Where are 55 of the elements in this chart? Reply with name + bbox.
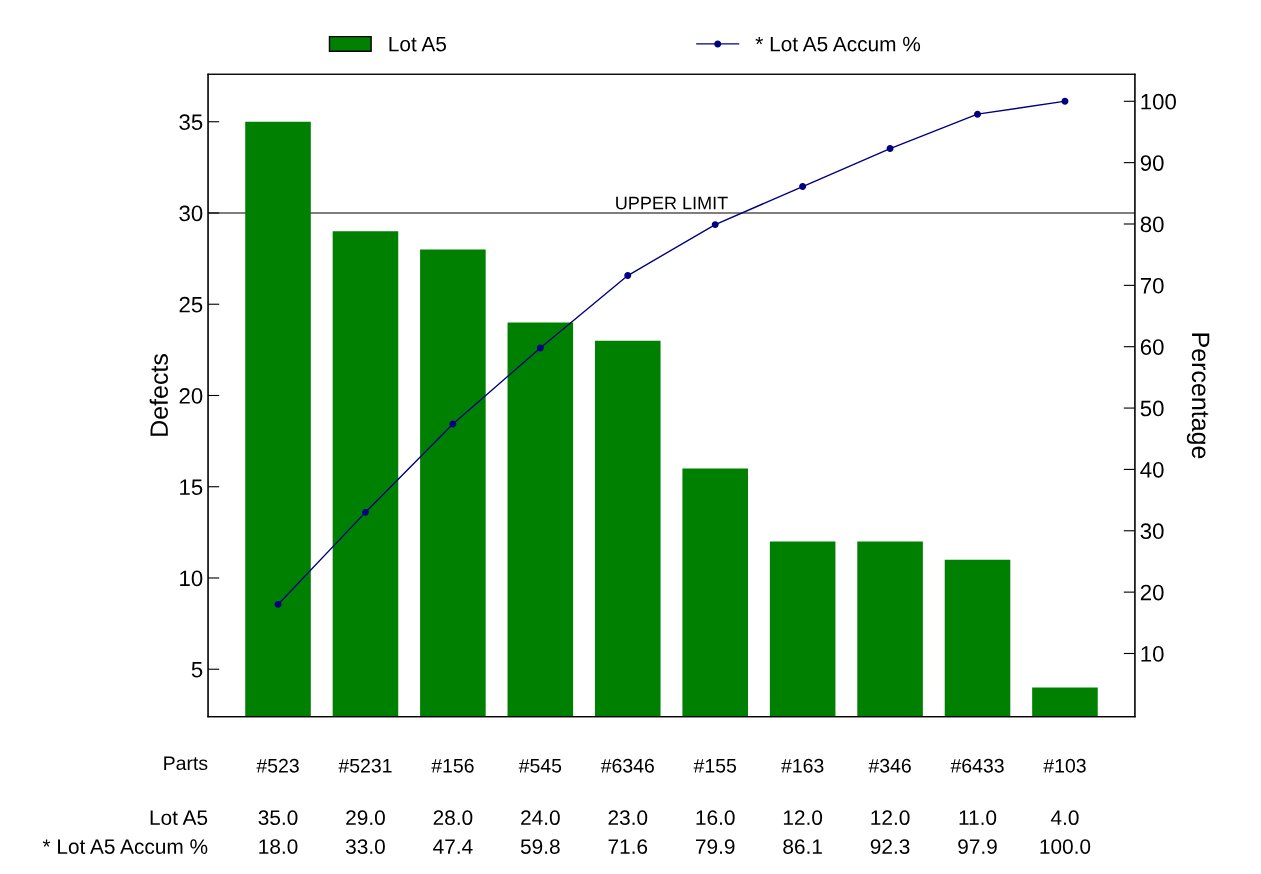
x-tick-label: #103 <box>1043 758 1086 773</box>
y2-tick-label: 100 <box>1141 93 1176 110</box>
data-label: 59.8 <box>520 839 560 854</box>
x-tick-label: #163 <box>781 758 824 773</box>
y2-tick-label: 60 <box>1140 339 1164 355</box>
data-label: 4.0 <box>1050 810 1079 826</box>
data-label: 92.3 <box>870 839 910 854</box>
y2-tick-label: 20 <box>1140 584 1164 601</box>
y-tick-label: 15 <box>180 479 203 495</box>
data-label: 16.0 <box>696 810 735 826</box>
data-label: 97.9 <box>958 839 997 854</box>
x-tick-label: #6346 <box>600 758 654 773</box>
y2-tick-label: 30 <box>1140 523 1164 540</box>
x-axis-title: Parts <box>164 756 208 771</box>
y-tick-label: 10 <box>180 570 203 587</box>
data-label: 35.0 <box>258 810 298 826</box>
data-label: 12.0 <box>783 810 823 826</box>
data-label: 18.0 <box>259 839 298 854</box>
text: Lot A5 <box>150 810 208 826</box>
y2-tick-label: 90 <box>1140 155 1164 171</box>
x-tick-label: #523 <box>256 758 299 773</box>
text: * Lot A5 Accum % <box>42 839 208 854</box>
legend-label: * Lot A5 Accum % <box>755 36 921 52</box>
x-tick-label: #346 <box>868 758 911 773</box>
data-label: 12.0 <box>871 810 910 826</box>
y2-axis-title: Percentage <box>1186 333 1210 459</box>
y-tick-label: 30 <box>179 205 203 222</box>
data-label: 79.9 <box>696 839 735 854</box>
data-label: 11.0 <box>959 810 997 826</box>
data-label: 24.0 <box>521 810 560 826</box>
x-tick-label: #545 <box>518 759 562 773</box>
data-label: 23.0 <box>608 810 648 826</box>
x-tick-label: #6433 <box>950 758 1004 773</box>
y2-tick-label: 50 <box>1140 400 1164 417</box>
y2-tick-label: 40 <box>1140 461 1164 478</box>
y2-tick-label: 10 <box>1141 646 1164 662</box>
x-tick-label: #156 <box>431 758 474 773</box>
data-label: 33.0 <box>345 839 385 854</box>
x-tick-label: #5231 <box>338 758 392 773</box>
y-tick-label: 5 <box>191 661 203 678</box>
y-axis-title: Defects <box>149 354 168 436</box>
data-label: 28.0 <box>433 810 473 826</box>
ref-line-label: UPPER LIMIT <box>616 196 728 210</box>
y-tick-label: 20 <box>179 388 203 404</box>
data-label: 29.0 <box>346 810 385 826</box>
data-label: 47.4 <box>433 839 473 854</box>
data-label: 71.6 <box>608 839 648 854</box>
y2-tick-label: 70 <box>1140 277 1164 294</box>
y-tick-label: 25 <box>179 296 203 313</box>
legend-label: Lot A5 <box>389 36 447 52</box>
y2-tick-label: 80 <box>1140 216 1164 233</box>
data-label: 100.0 <box>1040 839 1091 854</box>
data-label: 86.1 <box>783 839 822 854</box>
x-tick-label: #155 <box>693 759 737 773</box>
y-tick-label: 35 <box>179 114 203 131</box>
